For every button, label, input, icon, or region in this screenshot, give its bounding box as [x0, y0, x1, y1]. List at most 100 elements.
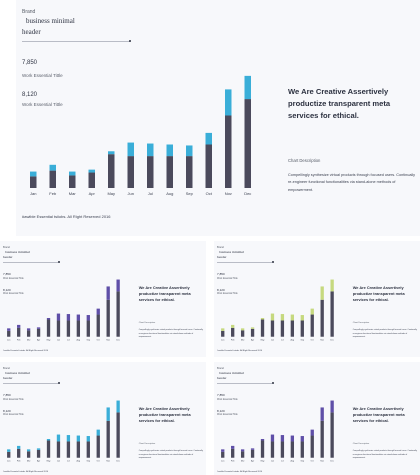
bar-top-may	[260, 439, 265, 441]
x-tick-label: Mar	[27, 339, 31, 341]
bar-base-jan	[7, 451, 11, 458]
bar-top-feb	[49, 164, 56, 171]
stat-value-1: 7,850	[3, 392, 11, 397]
x-tick-label: Aug	[166, 191, 173, 196]
bar-base-apr	[88, 172, 95, 188]
footer-copyright: #awible Essential tsiiobs. All Right Res…	[217, 471, 262, 474]
x-tick-label: Apr	[37, 338, 40, 341]
headline: We Are Creative Assertively productize t…	[352, 284, 405, 303]
bar-top-may	[108, 151, 115, 155]
bar-top-nov	[106, 407, 110, 421]
header-line-1: business minimal	[5, 249, 30, 254]
bar-top-apr	[36, 448, 41, 450]
stacked-bar-chart: Jan Feb Mar Apr May Jun Jul Aug Sep Oct Nov Dec	[7, 279, 120, 341]
bar-base-feb	[17, 448, 21, 458]
bar-base-may	[108, 154, 115, 188]
x-tick-label: May	[107, 191, 115, 196]
bar-top-dec	[116, 279, 120, 292]
bar-base-jan	[221, 330, 225, 337]
chart-caption: Chart Description	[288, 158, 321, 163]
x-tick-label: Jun	[271, 460, 274, 462]
bar-base-aug	[76, 320, 81, 337]
bar-top-nov	[106, 286, 110, 300]
bar-base-oct	[310, 314, 314, 337]
stat-label-1: Work Essential Tittle	[3, 278, 24, 281]
header-line-2: header	[217, 376, 227, 381]
header-divider	[22, 41, 130, 42]
bar-top-apr	[250, 327, 255, 329]
stat-value-1: 7,850	[217, 392, 225, 397]
bar-top-jul	[66, 435, 71, 442]
header-line-1: business minimal	[219, 370, 244, 375]
footer-copyright: #awible Essential tsiiobs. All Right Res…	[217, 350, 262, 353]
bar-base-sep	[300, 320, 305, 337]
bar-base-jun	[56, 441, 61, 458]
bar-top-apr	[250, 448, 255, 450]
x-tick-label: Apr	[251, 338, 254, 341]
x-tick-label: Jun	[57, 460, 60, 462]
stacked-bar-chart: Jan Feb Mar Apr May Jun Jul Aug Sep Oct Nov Dec	[221, 279, 334, 341]
header-line-1: business minimal	[5, 370, 30, 375]
brand-name: Brand	[3, 245, 10, 249]
bar-base-dec	[330, 291, 334, 337]
preview-mockup-panel: Brand business minimal header 7,850 Work Ess…	[0, 241, 206, 357]
x-tick-label: Jun	[128, 191, 134, 196]
x-tick-label: Sep	[87, 460, 91, 462]
bar-top-jul	[147, 143, 154, 157]
stacked-bar-chart: Jan Feb Mar Apr May Jun Jul Aug Sep Oct Nov Dec	[221, 400, 334, 462]
x-tick-label: Jan	[30, 191, 36, 196]
x-tick-label: Jul	[281, 339, 284, 341]
footer-copyright: #awible Essential tsiiobs. All Right Res…	[22, 214, 111, 219]
bar-base-jul	[280, 441, 285, 458]
bar-top-jan	[7, 449, 11, 452]
bar-base-jun	[270, 320, 275, 337]
x-tick-label: Dec	[116, 460, 120, 462]
x-tick-label: Mar	[241, 460, 245, 462]
footer-copyright: #awible Essential tsiiobs. All Right Res…	[3, 350, 48, 353]
bar-base-jun	[56, 320, 61, 337]
bar-base-may	[260, 440, 265, 458]
x-tick-label: Sep	[186, 191, 194, 196]
x-tick-label: Jun	[57, 339, 60, 341]
bar-top-apr	[36, 327, 41, 329]
chart-caption: Chart Description	[352, 442, 370, 445]
bar-top-dec	[330, 279, 334, 292]
header-line-2: header	[3, 376, 13, 381]
x-tick-label: Dec	[330, 460, 334, 462]
preview-mockup-panel: Brand business minimal header 7,850 Work Ess…	[0, 362, 206, 475]
bar-top-feb	[17, 325, 21, 328]
divider-dot	[271, 261, 274, 264]
stat-label-1: Work Essential Tittle	[3, 399, 24, 402]
bar-top-nov	[320, 286, 324, 300]
bar-base-oct	[96, 435, 100, 458]
bar-top-jul	[280, 314, 285, 321]
brand-name: Brand	[3, 366, 10, 370]
bar-top-jan	[221, 449, 225, 452]
bar-top-jun	[127, 142, 134, 157]
header-divider	[3, 261, 59, 263]
bar-base-jul	[66, 441, 71, 458]
bar-base-jan	[30, 176, 37, 188]
x-tick-label: Jul	[67, 339, 70, 341]
x-tick-label: Aug	[77, 459, 81, 462]
bar-top-jan	[7, 328, 11, 331]
stat-value-2: 8,120	[22, 92, 38, 98]
bar-base-feb	[231, 448, 235, 458]
stat-label-2: Work Essential Tittle	[217, 414, 238, 417]
stat-value-2: 8,120	[3, 408, 11, 413]
x-tick-label: Nov	[320, 339, 325, 341]
bar-base-apr	[250, 328, 255, 337]
x-tick-label: Aug	[291, 459, 295, 462]
x-tick-label: Sep	[301, 339, 305, 341]
stat-label-2: Work Essential Tittle	[217, 293, 238, 296]
bar-top-jun	[270, 313, 275, 321]
header-line-1: business minimal	[219, 249, 244, 254]
stacked-bar-chart: Jan Feb Mar Apr May Jun Jul Aug Sep Oct Nov Dec	[7, 400, 120, 462]
stat-label-1: Work Essential Tittle	[22, 73, 63, 78]
bar-base-mar	[27, 330, 31, 337]
x-tick-label: Oct	[206, 191, 213, 196]
header-line-2: header	[217, 255, 227, 260]
x-tick-label: Jun	[271, 339, 274, 341]
bar-top-mar	[241, 328, 245, 331]
x-tick-label: Nov	[106, 460, 111, 462]
